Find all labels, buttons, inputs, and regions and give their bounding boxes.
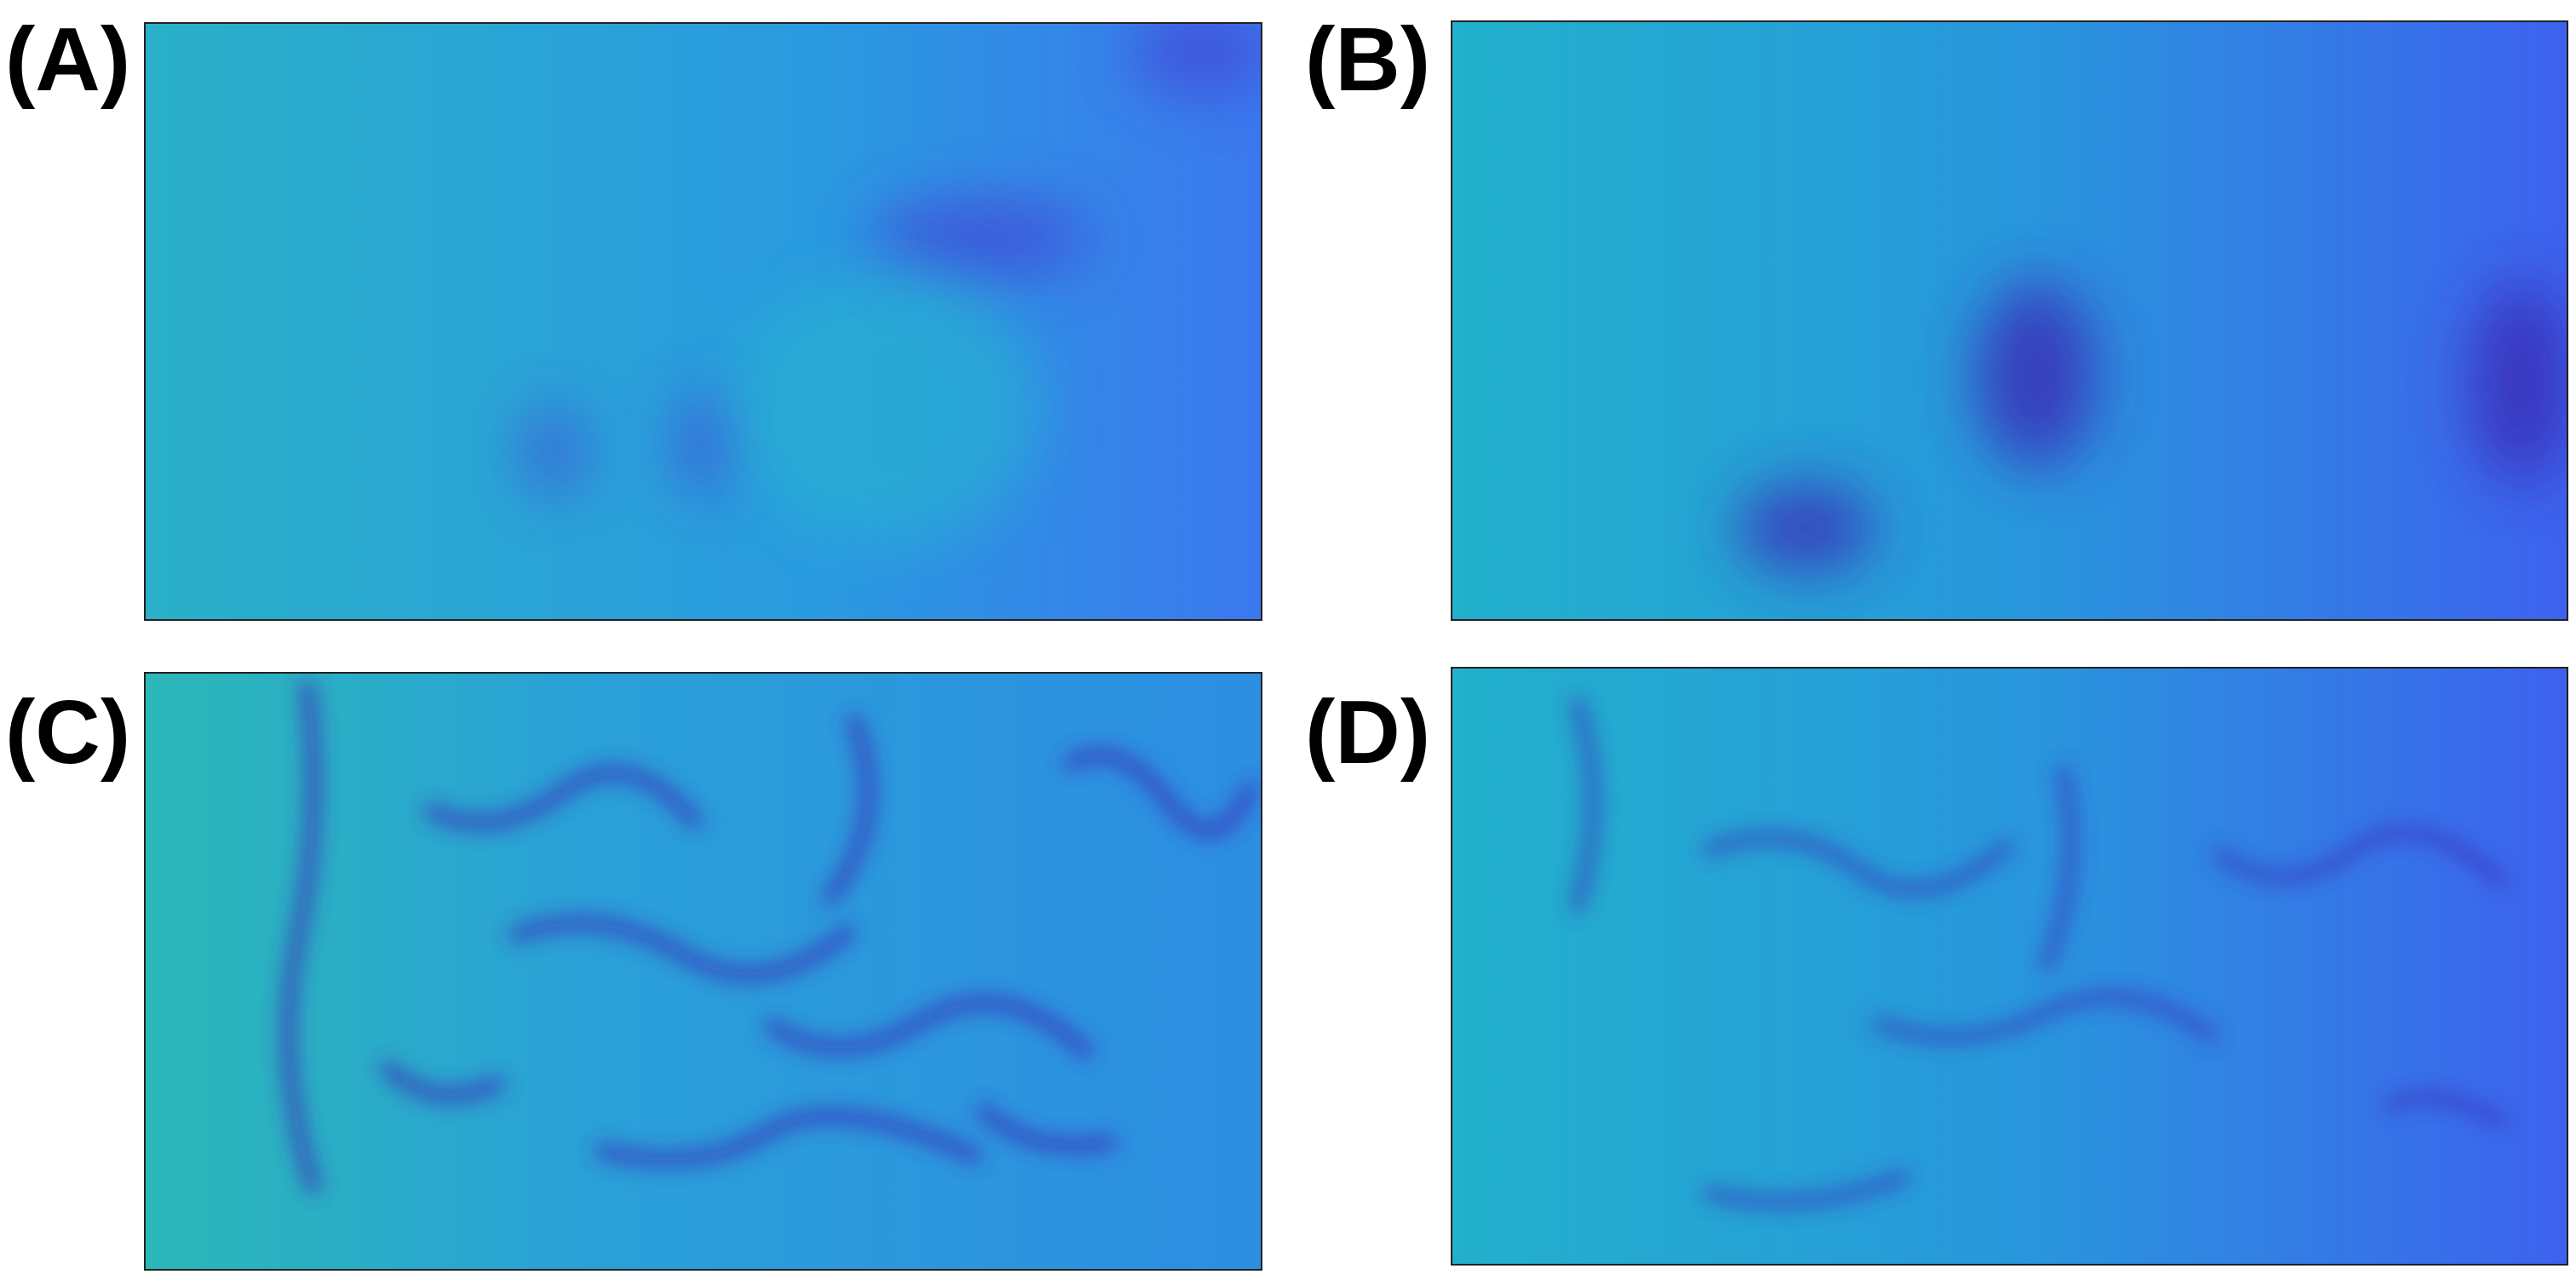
panel-label: (B) [1305,9,1430,110]
panel-frame [144,22,1262,621]
panel-b [1452,21,2567,620]
panel-label: (A) [5,9,130,110]
panel-d [1452,668,2567,1265]
panel-a [145,23,1262,620]
panel-frame [1451,667,2568,1266]
panel-label: (C) [5,682,130,783]
panel-frame [1451,20,2568,621]
panel-frame [144,672,1262,1271]
panel-label: (D) [1305,682,1430,783]
panel-c [145,673,1262,1270]
